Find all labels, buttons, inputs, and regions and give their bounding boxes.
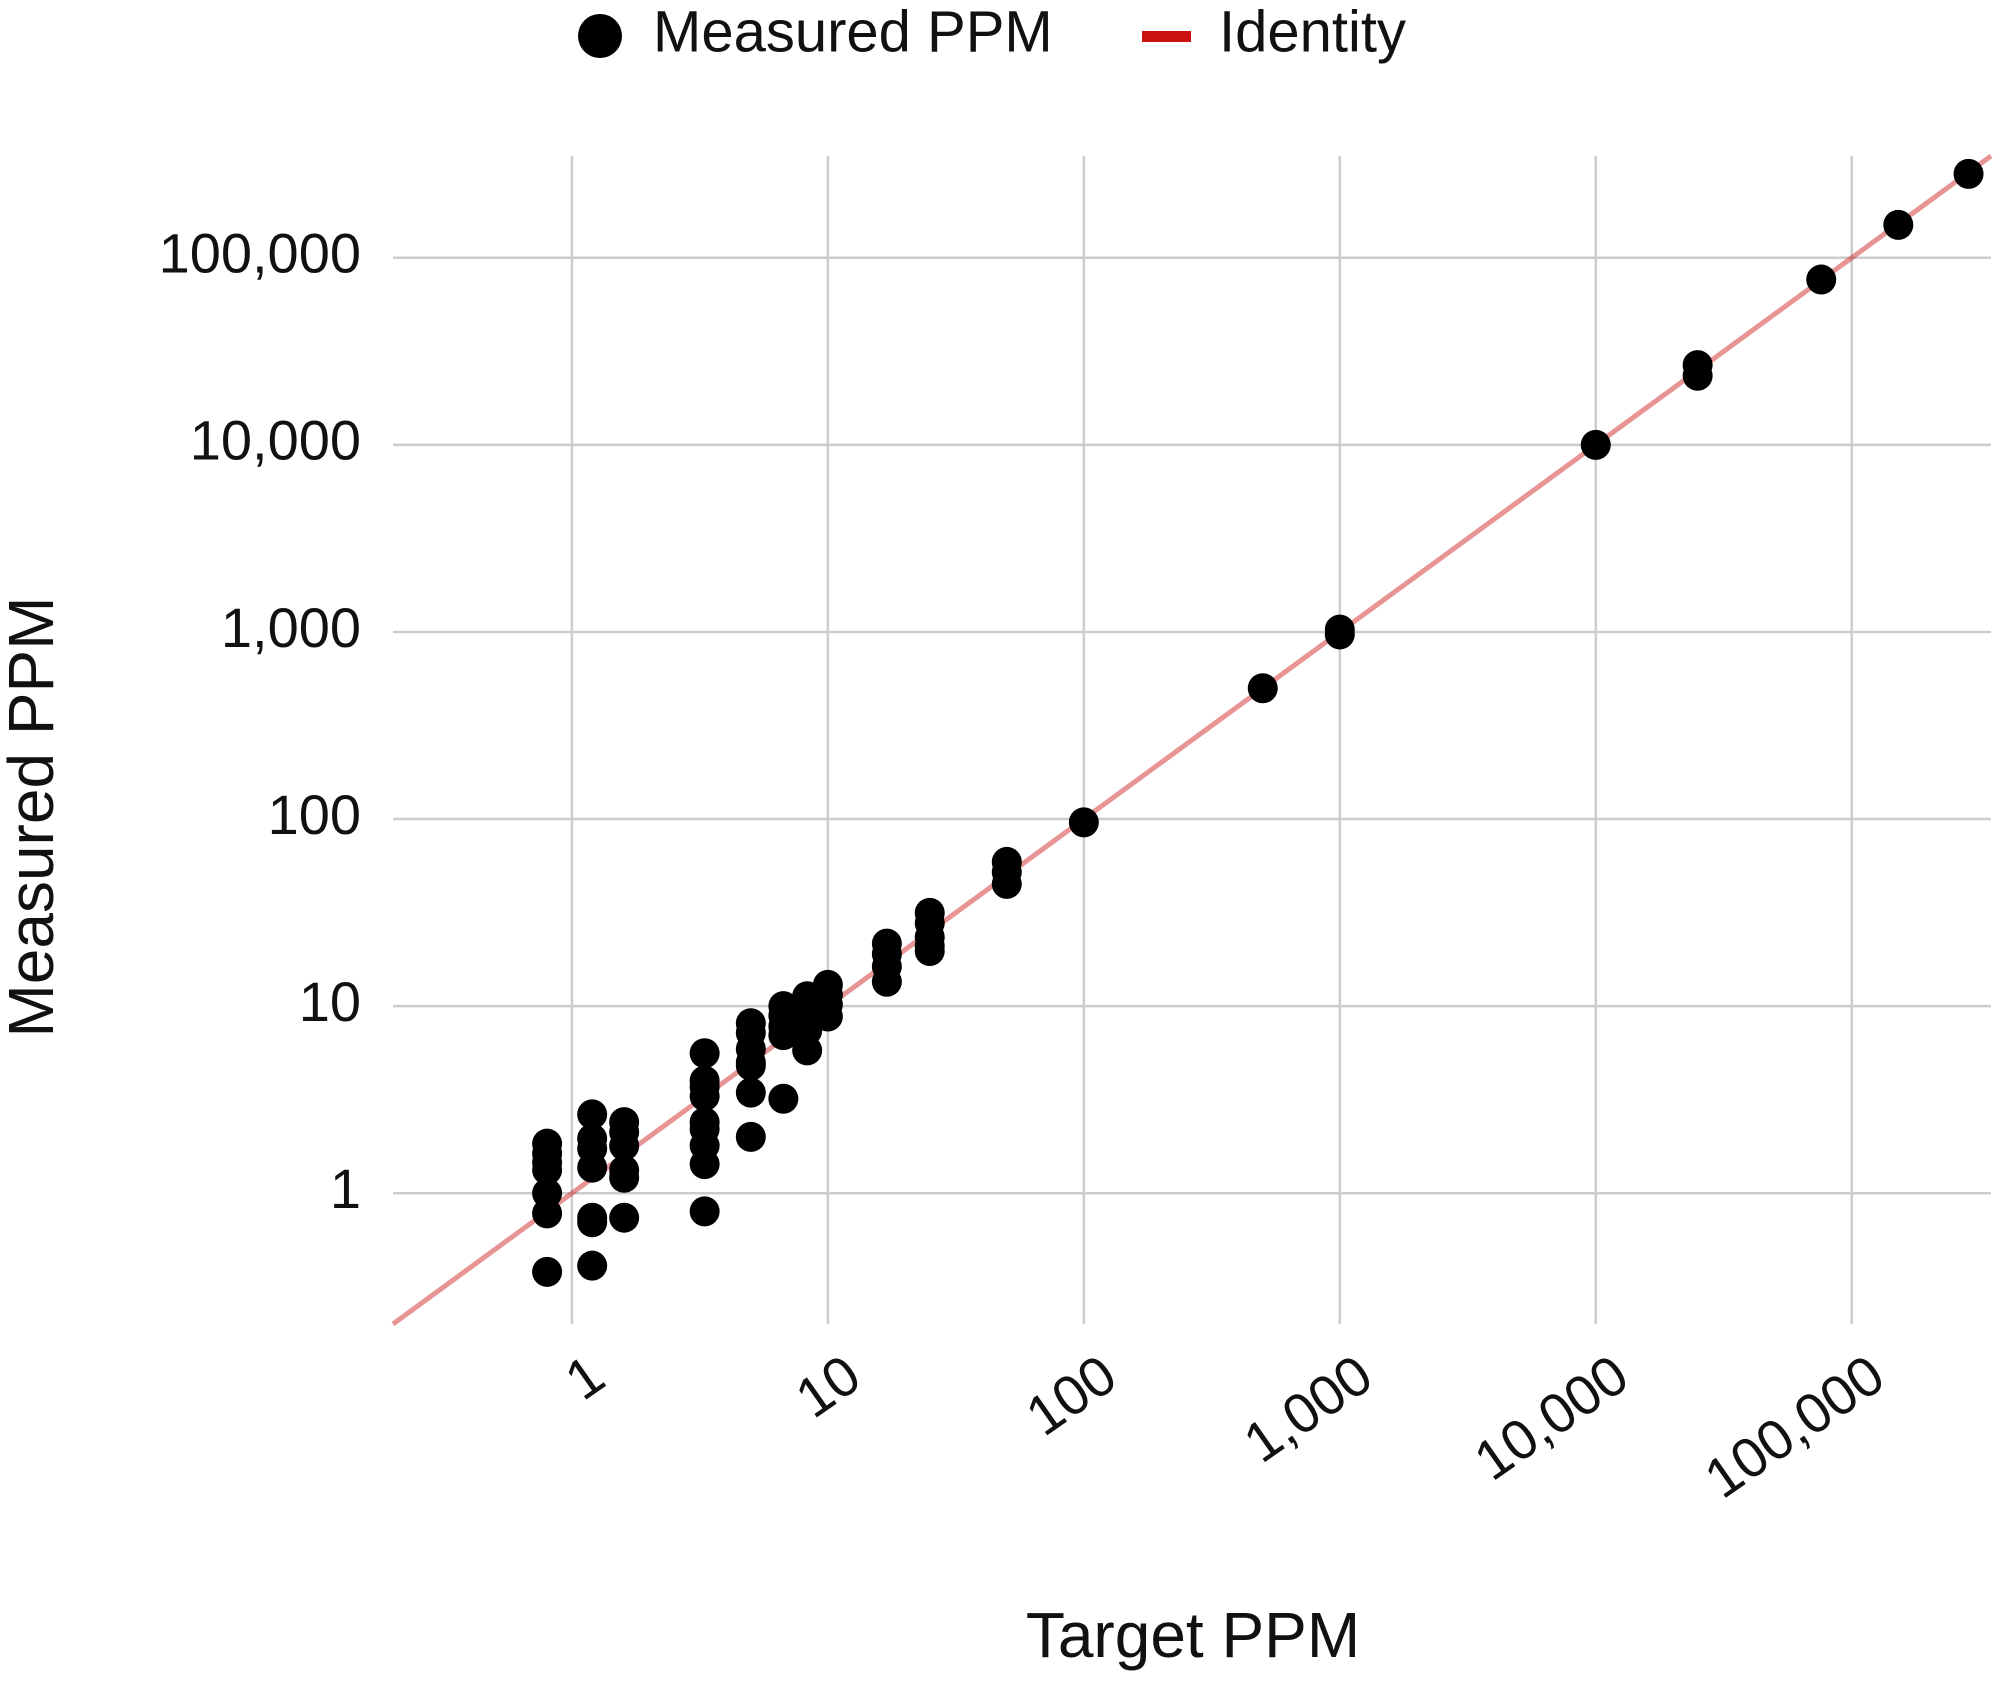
data-point [609,1202,640,1233]
data-point [577,1152,608,1183]
data-point [871,966,902,997]
identity-line [391,153,1993,1327]
y-tick-label: 100,000 [159,222,361,285]
plot-area [391,153,1993,1327]
legend-swatch [578,14,622,58]
data-point [735,1050,766,1081]
legend-swatch [1142,31,1191,42]
y-tick-label: 10 [299,970,361,1033]
data-point [1580,429,1611,460]
data-point [792,1035,823,1066]
data-point [735,1121,766,1152]
data-point [812,1001,843,1032]
data-point [609,1162,640,1193]
x-tick-label: 1,000 [1232,1342,1383,1474]
data-point [532,1155,563,1186]
data-point [1682,360,1713,391]
data-point [689,1149,720,1180]
y-axis-title: Measured PPM [0,596,67,1037]
data-point [577,1250,608,1281]
data-point [532,1198,563,1229]
data-point [689,1038,720,1069]
data-point [914,936,945,967]
x-tick-label: 100,000 [1693,1342,1895,1510]
data-point [1806,264,1837,295]
legend: Measured PPM Identity [578,0,1406,64]
y-tick-label: 100 [268,783,361,846]
y-tick-label: 1,000 [221,596,361,659]
data-point [1068,807,1099,838]
x-tick-label: 100 [1015,1342,1128,1447]
data-point [1324,619,1355,650]
data-point [1953,158,1984,189]
data-point [689,1196,720,1227]
data-point [768,1083,799,1114]
data-point [577,1099,608,1130]
data-point [768,1020,799,1051]
x-tick-label: 1 [554,1342,616,1411]
data-point [1247,673,1278,704]
x-tick-label: 10 [784,1342,871,1429]
data-point [991,868,1022,899]
legend-label: Identity [1219,0,1406,64]
data-point [735,1077,766,1108]
y-tick-label: 10,000 [190,409,361,472]
legend-label: Measured PPM [653,0,1053,64]
x-tick-label: 10,000 [1463,1342,1639,1492]
data-point [1883,209,1914,240]
data-point [577,1207,608,1238]
x-axis-title: Target PPM [1026,1599,1360,1671]
data-point [689,1081,720,1112]
y-tick-label: 1 [330,1157,361,1220]
data-point [609,1130,640,1161]
grid [393,156,1991,1324]
data-point [532,1256,563,1287]
